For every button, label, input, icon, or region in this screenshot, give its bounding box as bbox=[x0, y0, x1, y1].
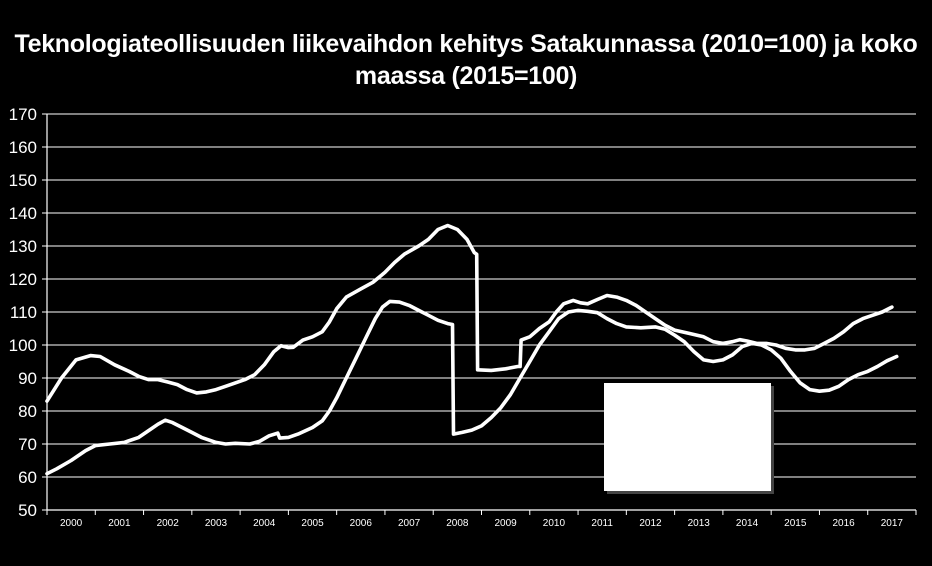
overlay-box-group bbox=[604, 383, 774, 494]
y-tick-label: 90 bbox=[18, 369, 37, 388]
chart-title-line-1: Teknologiateollisuuden liikevaihdon kehi… bbox=[14, 30, 918, 58]
x-tick-label: 2009 bbox=[495, 518, 518, 529]
x-tick-label: 2006 bbox=[350, 518, 373, 529]
x-tick-label: 2011 bbox=[591, 518, 613, 529]
x-tick-label: 2000 bbox=[60, 518, 83, 529]
x-tick-label: 2013 bbox=[688, 518, 711, 529]
x-tick-label: 2001 bbox=[108, 518, 131, 529]
x-axis-ticks: 2000 2001 2002 2003 2004 2005 2006 2007 2008 2009… bbox=[46, 510, 917, 529]
series-line-2 bbox=[45, 299, 899, 476]
gridlines bbox=[47, 113, 916, 478]
axes bbox=[46, 114, 916, 511]
series-line-1 bbox=[45, 223, 894, 403]
y-tick-label: 120 bbox=[9, 270, 37, 289]
x-tick-label: 2003 bbox=[205, 518, 228, 529]
x-tick-label: 2002 bbox=[157, 518, 180, 529]
y-tick-label: 170 bbox=[9, 105, 37, 124]
x-tick-label: 2017 bbox=[881, 518, 904, 529]
y-tick-label: 100 bbox=[9, 336, 37, 355]
x-tick-label: 2007 bbox=[398, 518, 421, 529]
x-tick-label: 2014 bbox=[736, 518, 759, 529]
y-tick-label: 70 bbox=[18, 435, 37, 454]
y-tick-label: 150 bbox=[9, 171, 37, 190]
x-tick-label: 2004 bbox=[253, 518, 276, 529]
series-lines bbox=[45, 223, 899, 476]
y-tick-label: 60 bbox=[18, 468, 37, 487]
y-tick-label: 110 bbox=[10, 303, 37, 322]
chart-title: Teknologiateollisuuden liikevaihdon kehi… bbox=[0, 28, 932, 92]
overlay-box bbox=[604, 383, 771, 491]
x-tick-label: 2010 bbox=[543, 518, 566, 529]
x-tick-label: 2012 bbox=[639, 518, 662, 529]
x-tick-label: 2005 bbox=[301, 518, 324, 529]
chart-title-line-2: maassa (2015=100) bbox=[354, 62, 578, 90]
y-tick-label: 140 bbox=[9, 204, 37, 223]
y-tick-label: 50 bbox=[18, 501, 37, 520]
y-tick-label: 130 bbox=[9, 237, 37, 256]
x-tick-label: 2008 bbox=[446, 518, 469, 529]
y-tick-label: 160 bbox=[9, 138, 37, 157]
y-tick-label: 80 bbox=[18, 402, 37, 421]
y-axis-ticks: 50 60 70 80 90 100 110 120 130 140 150 160 170 bbox=[9, 105, 47, 520]
x-tick-label: 2015 bbox=[784, 518, 807, 529]
x-tick-label: 2016 bbox=[832, 518, 855, 529]
